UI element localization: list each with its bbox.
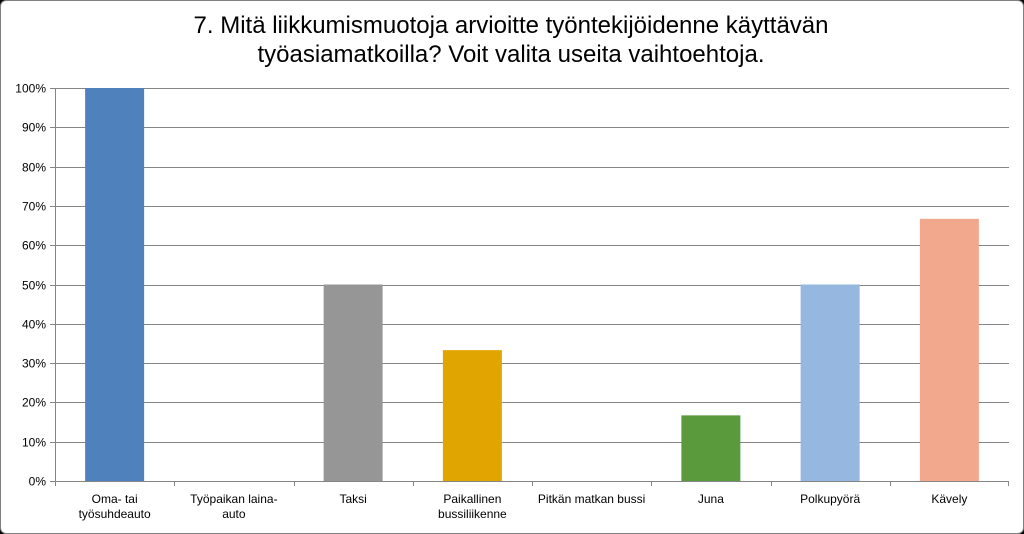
bar-3 bbox=[323, 284, 383, 481]
y-tick-label: 30% bbox=[22, 357, 46, 371]
x-tick-label: Paikallinen bbox=[443, 492, 501, 506]
y-tick-label: 20% bbox=[22, 396, 46, 410]
chart-title-line-2: työasiamatkoilla? Voit valita useita vai… bbox=[257, 41, 765, 68]
x-tick-label: Polkupyörä bbox=[800, 492, 860, 506]
bar-8 bbox=[919, 218, 979, 481]
x-tick-label: Juna bbox=[698, 492, 724, 506]
y-tick-label: 100% bbox=[15, 82, 46, 96]
x-tick-label: Työpaikan laina- bbox=[190, 492, 277, 506]
y-tick-label: 0% bbox=[29, 475, 47, 489]
bar-7 bbox=[800, 284, 860, 481]
x-tick-label: Taksi bbox=[339, 492, 366, 506]
y-tick-label: 60% bbox=[22, 239, 46, 253]
x-tick-label: työsuhdeauto bbox=[79, 507, 151, 521]
chart-title-line-1: 7. Mitä liikkumismuotoja arvioitte työnt… bbox=[193, 12, 829, 39]
x-tick-label: Oma- tai bbox=[92, 492, 138, 506]
x-tick-label: Pitkän matkan bussi bbox=[538, 492, 645, 506]
x-tick-label: bussiliikenne bbox=[438, 507, 507, 521]
bar-4 bbox=[442, 350, 502, 481]
y-tick-label: 70% bbox=[22, 200, 46, 214]
chart-title: 7. Mitä liikkumismuotoja arvioitte työnt… bbox=[81, 11, 941, 69]
y-tick-label: 10% bbox=[22, 436, 46, 450]
y-tick-label: 40% bbox=[22, 318, 46, 332]
bar-1 bbox=[85, 88, 145, 481]
x-tick-label: Kävely bbox=[931, 492, 967, 506]
x-tick-label: auto bbox=[222, 507, 246, 521]
y-tick-label: 80% bbox=[22, 161, 46, 175]
bar-6 bbox=[681, 415, 741, 481]
y-tick-label: 50% bbox=[22, 279, 46, 293]
y-tick-label: 90% bbox=[22, 121, 46, 135]
